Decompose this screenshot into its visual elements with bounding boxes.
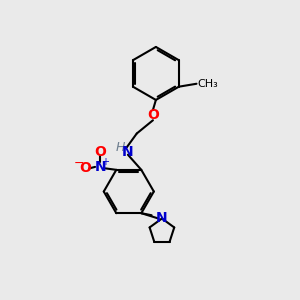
Text: +: + [101,157,110,166]
Text: N: N [156,212,168,226]
Text: O: O [147,108,159,122]
Text: N: N [94,160,106,174]
Text: CH₃: CH₃ [197,79,218,89]
Text: O: O [94,145,106,159]
Text: O: O [79,161,91,176]
Text: N: N [122,145,133,159]
Text: −: − [74,157,84,169]
Text: H: H [115,141,125,154]
